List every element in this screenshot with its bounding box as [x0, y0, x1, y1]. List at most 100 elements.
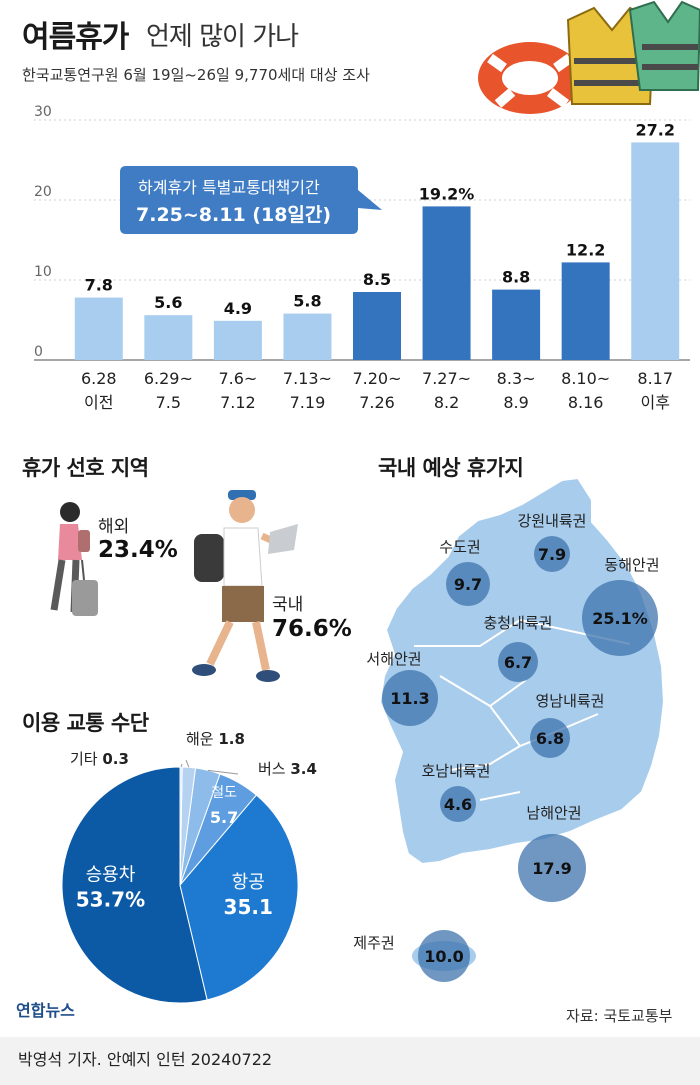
region-name: 서해안권: [366, 650, 421, 668]
y-tick-label: 10: [34, 264, 52, 280]
bar-value-label: 12.2: [566, 240, 605, 259]
bar-value-label: 8.8: [502, 268, 530, 287]
bar-value-label: 7.8: [85, 276, 113, 295]
slice-value-label: 5.7: [210, 808, 238, 827]
region-name: 호남내륙권: [421, 762, 490, 780]
x-tick-label: 이전: [84, 393, 113, 412]
region-name: 충청내륙권: [483, 614, 552, 632]
bar-value-label: 8.5: [363, 270, 391, 289]
leader-line: [180, 763, 183, 768]
region-circle: [530, 718, 570, 758]
pie-slice: [179, 766, 183, 886]
slice-label: 항공: [232, 872, 265, 893]
bar-value-label: 5.6: [154, 293, 182, 312]
region-value: 4.6: [444, 795, 472, 814]
traveler-man-illustration: [192, 490, 298, 682]
region-circle: [498, 642, 538, 682]
x-tick-label: 8.9: [503, 393, 528, 412]
bar-value-label: 5.8: [293, 292, 321, 311]
region-circle: [440, 786, 476, 822]
callout-bubble: [120, 166, 382, 234]
region-name: 제주권: [353, 934, 394, 952]
bar: [631, 142, 680, 360]
x-tick-label: 8.3~: [497, 369, 536, 388]
x-tick-label: 7.20~: [352, 369, 401, 388]
life-ring-icon: [478, 42, 582, 114]
x-tick-label: 7.27~: [422, 369, 471, 388]
slice-label: 기타 0.3: [70, 750, 129, 768]
slice-value-label: 35.1: [224, 895, 273, 919]
slice-value-label: 3.4: [290, 760, 317, 778]
region-value: 25.1%: [592, 609, 648, 628]
bar-value-label: 19.2%: [419, 184, 475, 203]
region-circle: [518, 834, 586, 902]
slice-value-label: 53.7%: [76, 887, 145, 911]
life-vest-icon: [628, 0, 700, 91]
x-tick-label: 6.28: [81, 369, 117, 388]
bar: [422, 206, 471, 360]
pie-slice: [179, 794, 299, 1001]
bar: [213, 320, 262, 360]
region-value: 7.9: [538, 545, 566, 564]
bar-value-label: 4.9: [224, 299, 252, 318]
subtitle: 한국교통연구원 6월 19일~26일 9,770세대 대상 조사: [22, 66, 370, 84]
pie-slice: [61, 766, 208, 1004]
x-tick-label: 7.5: [156, 393, 181, 412]
x-tick-label: 이후: [640, 393, 669, 412]
region-name: 강원내륙권: [517, 512, 586, 530]
x-tick-label: 7.6~: [218, 369, 257, 388]
y-tick-label: 0: [34, 344, 43, 360]
leader-line: [185, 759, 190, 768]
region-name: 동해안권: [604, 556, 659, 574]
y-tick-label: 30: [34, 105, 52, 120]
byline: 박영석 기자. 안예지 인턴 20240722: [18, 1050, 273, 1069]
bar: [492, 289, 541, 360]
y-tick-label: 20: [34, 184, 52, 200]
slice-label: 버스 3.4: [258, 760, 317, 778]
region-circle: [446, 562, 490, 606]
x-tick-label: 8.2: [434, 393, 459, 412]
domestic-label: 국내: [272, 595, 304, 615]
slice-label: 해운 1.8: [186, 730, 245, 748]
callout-line1: 하계휴가 특별교통대책기간: [138, 178, 320, 197]
region-circle: [582, 580, 658, 656]
x-tick-label: 8.17: [637, 369, 673, 388]
traveler-woman-illustration: [50, 502, 98, 616]
page-title-sub: 언제 많이 가나: [146, 22, 299, 52]
preference-title: 휴가 선호 지역: [22, 456, 149, 480]
x-tick-label: 7.13~: [283, 369, 332, 388]
bar: [74, 297, 123, 360]
region-circle: [382, 670, 438, 726]
bar-value-label: 27.2: [635, 120, 674, 139]
bar: [353, 292, 401, 360]
slice-label: 승용차: [86, 864, 136, 885]
region-value: 6.7: [504, 653, 532, 672]
x-tick-label: 7.12: [220, 393, 256, 412]
region-value: 6.8: [536, 729, 564, 748]
source-text: 자료: 국토교통부: [566, 1007, 673, 1025]
leader-line: [207, 769, 239, 775]
korea-map: 7.9 강원내륙권 9.7 수도권 25.1% 동해안권 6.7 충청내륙권 11.3 서해안권 6…: [353, 476, 666, 982]
x-tick-label: 7.19: [290, 393, 326, 412]
abroad-label: 해외: [98, 517, 130, 537]
page-title: 여름휴가: [22, 20, 129, 55]
slice-label: 철도: [211, 785, 237, 801]
x-tick-label: 8.10~: [561, 369, 610, 388]
x-tick-label: 6.29~: [144, 369, 193, 388]
x-tick-label: 7.26: [359, 393, 395, 412]
region-circle: [418, 930, 470, 982]
x-tick-label: 8.16: [568, 393, 604, 412]
region-name: 남해안권: [526, 804, 581, 822]
region-name: 수도권: [439, 538, 480, 556]
region-value: 17.9: [532, 859, 571, 878]
footer-bar: [0, 1037, 700, 1085]
callout-line2: 7.25~8.11 (18일간): [136, 204, 332, 226]
slice-value-label: 1.8: [218, 730, 245, 748]
region-name: 영남내륙권: [535, 692, 604, 710]
slice-value-label: 0.3: [102, 750, 129, 768]
yonhap-logo: 연합뉴스: [16, 1001, 75, 1020]
transport-title: 이용 교통 수단: [22, 711, 149, 735]
domestic-value: 76.6%: [272, 616, 352, 642]
bar: [561, 262, 610, 360]
